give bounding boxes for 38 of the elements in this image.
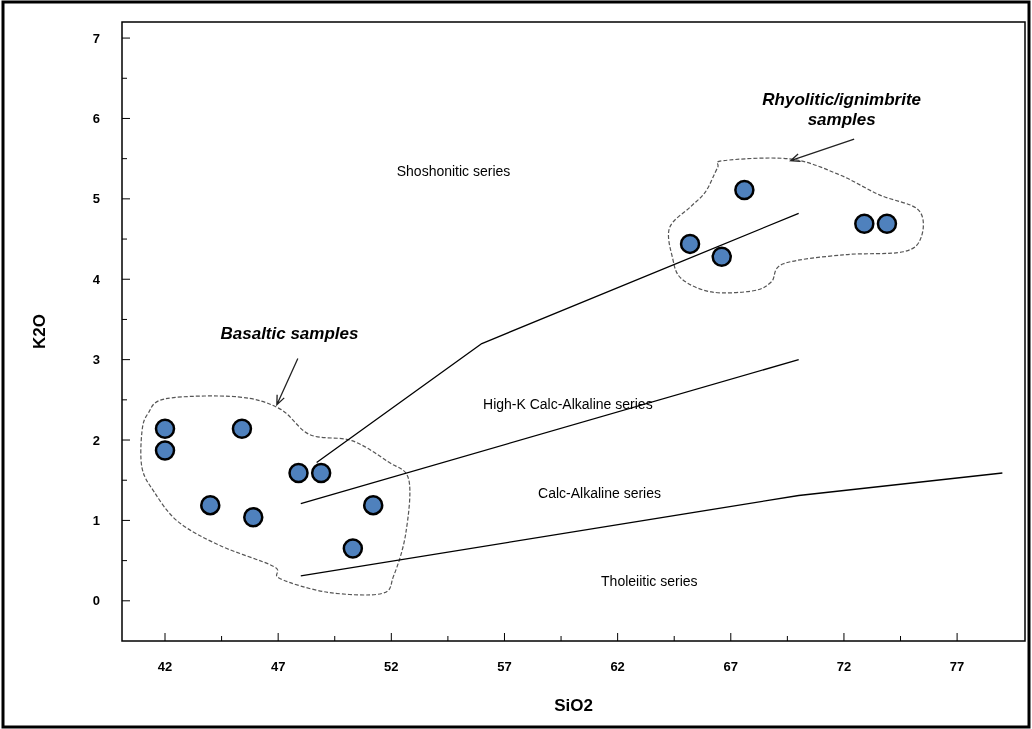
x-tick-label: 47 bbox=[270, 659, 286, 674]
point bbox=[362, 494, 384, 516]
x-axis-title: SiO2 bbox=[554, 696, 593, 715]
x-tick-label: 67 bbox=[723, 659, 739, 674]
point bbox=[342, 538, 364, 559]
y-tick-label: 7 bbox=[92, 30, 100, 46]
point bbox=[711, 246, 732, 267]
annotation: Shoshonitic series bbox=[396, 163, 511, 180]
point bbox=[679, 233, 701, 255]
y-tick-label: 1 bbox=[92, 512, 100, 528]
annotation: Tholeiitic series bbox=[601, 573, 698, 590]
y-tick-label: 6 bbox=[92, 111, 100, 127]
annotation: Basaltic samples bbox=[220, 324, 359, 344]
x-tick-label: 62 bbox=[610, 659, 625, 674]
annotation: Calc-Alkaline series bbox=[538, 484, 661, 501]
y-tick-label: 5 bbox=[92, 191, 100, 207]
x-tick-label: 57 bbox=[497, 659, 512, 674]
x-tick-label: 42 bbox=[157, 659, 173, 674]
point bbox=[154, 418, 176, 440]
point bbox=[854, 213, 875, 235]
y-axis-title: K2O bbox=[30, 314, 49, 349]
y-tick-label: 2 bbox=[92, 432, 100, 448]
annotation: High-K Calc-Alkaline series bbox=[483, 395, 653, 412]
point bbox=[310, 462, 332, 484]
x-tick-label: 72 bbox=[836, 659, 852, 674]
annotation: Rhyolitic/ignimbrite samples bbox=[762, 89, 922, 130]
point bbox=[200, 494, 221, 516]
point bbox=[154, 440, 176, 461]
y-tick-label: 4 bbox=[92, 271, 101, 287]
point bbox=[231, 418, 253, 440]
y-tick-label: 0 bbox=[92, 593, 100, 609]
point bbox=[876, 213, 898, 235]
point bbox=[243, 506, 264, 528]
y-tick-label: 3 bbox=[92, 352, 100, 368]
x-tick-label: 77 bbox=[949, 659, 965, 674]
x-tick-label: 52 bbox=[384, 659, 399, 674]
point bbox=[288, 462, 309, 484]
point bbox=[734, 179, 755, 201]
